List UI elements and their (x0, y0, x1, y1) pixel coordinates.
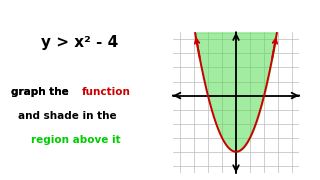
Text: function: function (81, 87, 130, 97)
Text: graph the: graph the (11, 87, 72, 97)
Text: and shade in the: and shade in the (19, 111, 117, 121)
Text: graph the: graph the (11, 87, 72, 97)
Text: y > x² - 4: y > x² - 4 (41, 35, 119, 50)
Text: Solving Inequalities With Two Variables: Solving Inequalities With Two Variables (29, 6, 291, 19)
Text: region above it: region above it (31, 134, 120, 145)
